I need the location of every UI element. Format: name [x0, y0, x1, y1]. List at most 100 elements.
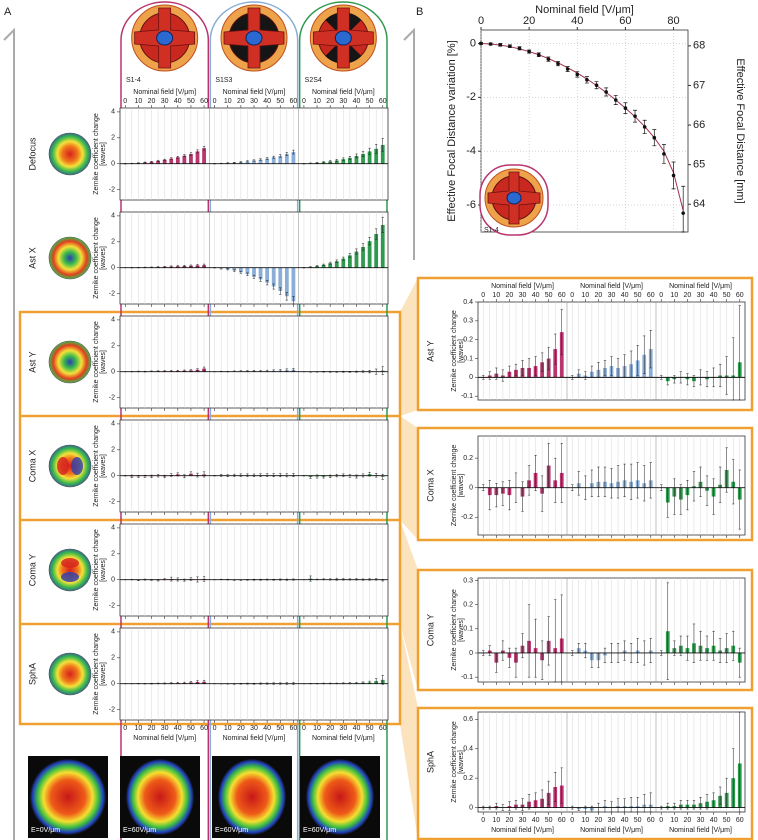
x-tick-label: 40 [174, 98, 182, 105]
y-tick-label: 0.2 [463, 337, 473, 344]
error-bar [488, 645, 491, 656]
bar [252, 160, 256, 164]
error-bar [322, 161, 325, 164]
row-title: Ast X [27, 247, 37, 269]
error-bar [292, 368, 295, 372]
x-tick-label: 40 [263, 725, 271, 732]
error-bar [577, 471, 580, 496]
error-bar [189, 152, 193, 156]
x-tick-label: 0 [213, 98, 217, 105]
error-bar [540, 475, 544, 512]
y-tick-label: 0.3 [463, 577, 473, 584]
x-tick-label: 0 [659, 817, 663, 824]
row-title: Ast Y [425, 340, 435, 361]
x-tick-label: 50 [634, 292, 642, 299]
y-axis-label: Effective Focal Distance variation [%] [446, 40, 458, 221]
x-tick-label: 20 [148, 98, 156, 105]
x-tick-label: 60 [736, 817, 744, 824]
error-bar [673, 478, 676, 515]
x-tick-label: 40 [571, 15, 583, 27]
x-tick-label: 0 [570, 817, 574, 824]
x-tick-label: 30 [161, 725, 169, 732]
x-tick-label: 50 [366, 725, 374, 732]
zoom-connector [400, 416, 418, 540]
x-tick-label: 20 [595, 817, 603, 824]
error-bar [335, 259, 338, 263]
x-tick-label: 20 [326, 725, 334, 732]
error-bar [732, 459, 735, 505]
error-bar [189, 264, 193, 267]
panel-bracket [3, 27, 15, 840]
error-bar [501, 481, 505, 506]
row-title: Coma X [27, 450, 37, 483]
error-bar [342, 157, 345, 161]
interferogram [306, 759, 374, 835]
error-bar [259, 158, 262, 161]
bar [252, 267, 256, 277]
error-bar [488, 480, 491, 511]
error-bar [603, 360, 607, 376]
x-tick-label: 30 [161, 98, 169, 105]
zernike-map [48, 652, 92, 696]
x-tick-label: 0 [570, 292, 574, 299]
zernike-map [48, 236, 92, 280]
bar [162, 159, 167, 164]
bar [380, 144, 385, 164]
error-bar [501, 640, 505, 661]
bar [258, 159, 263, 164]
x-tick-label: 50 [366, 98, 374, 105]
data-point [594, 83, 599, 88]
y-axis-label: Zernike coefficient change [93, 113, 100, 195]
x-axis-label: Nominal field [V/μm] [580, 283, 643, 290]
error-bar [521, 798, 524, 811]
data-point [633, 114, 637, 118]
data-point [652, 135, 657, 140]
bar [367, 241, 372, 268]
error-bar [643, 335, 646, 374]
x-tick-label: 10 [670, 817, 678, 824]
x-tick-label: 40 [532, 817, 540, 824]
data-point [498, 43, 503, 47]
error-bar [381, 366, 384, 375]
error-bar [610, 801, 613, 813]
bar [258, 267, 263, 280]
error-bar [527, 794, 531, 810]
bar [354, 155, 359, 164]
x-tick-label: 10 [581, 817, 589, 824]
bar [367, 151, 372, 164]
y-tick-label: -2 [466, 91, 476, 103]
error-bar [718, 786, 722, 805]
bar [175, 157, 180, 164]
error-bar [623, 463, 626, 497]
error-bar [328, 261, 332, 265]
x-tick-label: 0 [481, 817, 485, 824]
y-tick-label: 0 [469, 485, 473, 492]
bar [291, 152, 296, 164]
error-bar [554, 599, 557, 683]
y2-tick-label: 68 [693, 40, 705, 52]
y-tick-label: 2 [111, 655, 115, 662]
row-title: Coma X [425, 469, 435, 502]
y-tick-label: 0.6 [463, 716, 473, 723]
x-tick-label: 60 [290, 725, 298, 732]
error-bar [196, 680, 199, 684]
x-axis-label: Nominal field [V/μm] [491, 283, 554, 290]
bar [202, 265, 206, 268]
x-tick-label: 10 [313, 98, 321, 105]
data-point [642, 125, 647, 129]
row-title: SphA [425, 751, 435, 773]
error-bar [649, 330, 652, 369]
error-bar [514, 363, 518, 376]
error-bar [681, 185, 686, 233]
data-point [517, 46, 522, 51]
error-bar [265, 280, 269, 286]
error-bar [265, 157, 269, 160]
device-center [245, 30, 263, 46]
bar [334, 261, 339, 268]
error-bar [732, 630, 735, 661]
y-axis-label: Zernike coefficient change [93, 633, 100, 715]
y2-tick-label: 66 [693, 119, 705, 131]
bar [238, 267, 243, 273]
error-bar [705, 475, 709, 506]
data-point [604, 90, 608, 94]
